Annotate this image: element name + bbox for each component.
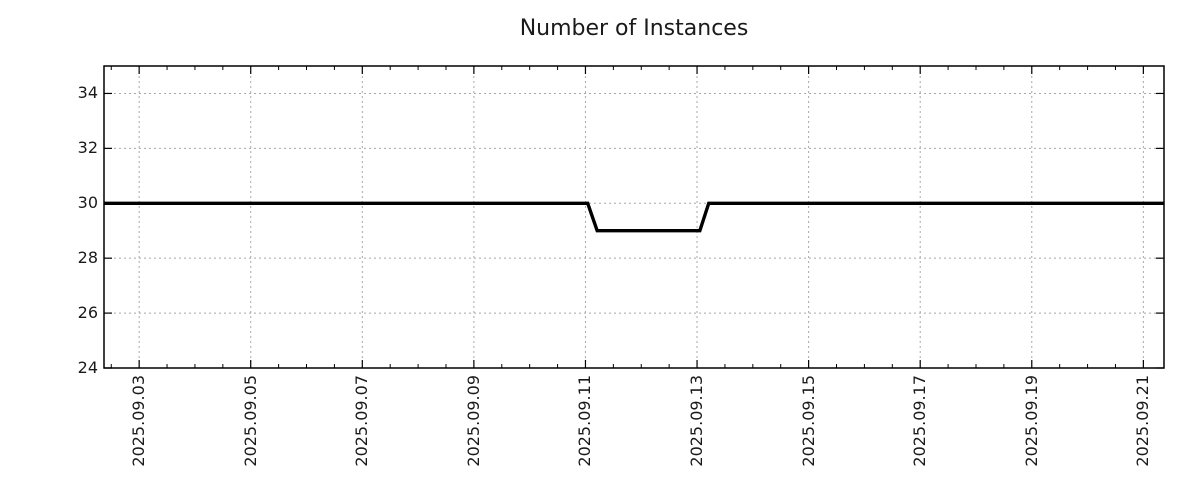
axis-border (103, 65, 1165, 369)
x-axis-tick-label: 2025.09.07 (352, 375, 372, 467)
x-axis-tick-label: 2025.09.19 (1021, 375, 1041, 467)
x-axis-tick-label: 2025.09.09 (463, 375, 483, 467)
x-axis-tick-label: 2025.09.03 (129, 375, 149, 467)
y-axis-tick-label: 28 (77, 248, 98, 268)
y-axis-tick-label: 24 (77, 358, 98, 377)
x-axis-tick-label: 2025.09.17 (910, 375, 930, 467)
chart-title: Number of Instances (519, 16, 749, 41)
y-axis-tick-label: 30 (77, 193, 98, 213)
x-axis-tick-label: 2025.09.05 (240, 375, 260, 467)
x-axis-tick-label: 2025.09.21 (1133, 375, 1153, 467)
x-axis-tick-label: 2025.09.15 (798, 375, 818, 467)
data-line-instances (104, 201, 1164, 233)
y-axis-tick-label: 32 (77, 138, 98, 158)
y-axis-tick-label: 34 (77, 83, 98, 103)
x-axis-tick-label: 2025.09.13 (687, 375, 707, 467)
x-axis-tick-label: 2025.09.11 (575, 375, 595, 467)
y-axis-tick-label: 26 (77, 303, 98, 323)
